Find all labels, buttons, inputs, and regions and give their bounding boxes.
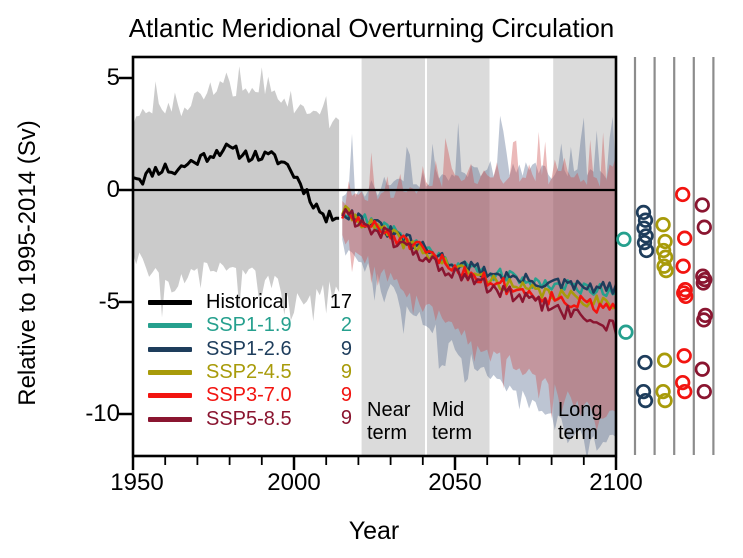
model-dot-ssp1-2-6 bbox=[635, 204, 652, 221]
legend-row-historical: Historical 17 bbox=[148, 291, 352, 314]
model-dot-ssp3-7-0 bbox=[676, 348, 692, 364]
model-dot-ssp5-8-5 bbox=[694, 361, 710, 377]
legend-count: 9 bbox=[340, 407, 352, 430]
model-dot-ssp1-1-9 bbox=[618, 324, 634, 340]
legend-label: SSP1-2.6 bbox=[206, 337, 292, 360]
legend-swatch-ssp2-45 bbox=[148, 370, 192, 376]
y-tick-label-m10: -10 bbox=[85, 400, 120, 427]
legend-label: Historical bbox=[206, 291, 289, 314]
model-dot-ssp1-2-6 bbox=[636, 220, 652, 236]
legend-row-ssp2-45: SSP2-4.5 9 bbox=[148, 361, 352, 384]
model-dot-ssp2-4-5 bbox=[658, 262, 674, 279]
legend-label: SSP2-4.5 bbox=[206, 361, 292, 384]
y-axis-label: Relative to 1995-2014 (Sv) bbox=[14, 120, 41, 406]
line-ssp5-8-5 bbox=[341, 207, 616, 335]
period-band-near bbox=[361, 57, 425, 456]
legend: Historical 17 SSP1-1.9 2 SSP1-2.6 9 SSP2… bbox=[148, 291, 352, 431]
x-tick-label-2050: 2050 bbox=[428, 469, 482, 496]
period-bands bbox=[361, 57, 616, 456]
long-term-band-label: Long term bbox=[558, 399, 603, 444]
model-dot-ssp3-7-0 bbox=[677, 230, 693, 246]
legend-count: 2 bbox=[340, 314, 352, 337]
legend-row-ssp1-19: SSP1-1.9 2 bbox=[148, 314, 352, 337]
model-dot-ssp5-8-5 bbox=[696, 312, 712, 328]
model-dot-ssp2-4-5 bbox=[657, 392, 673, 409]
end-of-century-panel bbox=[616, 57, 715, 455]
model-dot-ssp1-2-6 bbox=[636, 234, 653, 251]
model-dot-ssp5-8-5 bbox=[695, 275, 711, 291]
y-tick-label-m5: -5 bbox=[98, 288, 120, 315]
model-dot-ssp2-4-5 bbox=[655, 242, 672, 259]
legend-count: 9 bbox=[340, 360, 352, 383]
band-ssp1-2-6-range bbox=[342, 115, 616, 456]
legend-swatch-ssp1-26 bbox=[148, 346, 192, 352]
model-dot-ssp3-7-0 bbox=[675, 186, 691, 203]
legend-swatch-ssp3-70 bbox=[148, 393, 192, 399]
model-dot-ssp5-8-5 bbox=[694, 197, 710, 213]
model-dot-ssp1-2-6 bbox=[637, 354, 653, 371]
model-dot-ssp1-2-6 bbox=[637, 212, 654, 228]
series-lines bbox=[133, 142, 616, 335]
legend-row-ssp5-85: SSP5-8.5 9 bbox=[148, 407, 352, 430]
legend-swatch-historical bbox=[148, 300, 192, 306]
period-band-long bbox=[553, 57, 616, 456]
model-dot-ssp2-4-5 bbox=[657, 233, 673, 250]
model-dot-ssp1-2-6 bbox=[638, 242, 655, 259]
x-tick-label-2000: 2000 bbox=[267, 469, 321, 496]
chart-title: Atlantic Meridional Overturning Circulat… bbox=[128, 13, 615, 43]
band-historical-range bbox=[133, 66, 340, 322]
y-tick-label-5: 5 bbox=[106, 64, 120, 91]
axis-ticks bbox=[119, 76, 618, 470]
legend-row-ssp3-70: SSP3-7.0 9 bbox=[148, 384, 352, 407]
x-axis-label: Year bbox=[348, 517, 400, 545]
model-dot-ssp1-2-6 bbox=[638, 228, 654, 244]
near-term-band-label: Near term bbox=[367, 399, 411, 444]
line-historical bbox=[133, 142, 340, 224]
model-dot-ssp5-8-5 bbox=[696, 383, 712, 400]
y-tick-label-0: 0 bbox=[106, 176, 120, 203]
legend-count: 17 bbox=[329, 291, 352, 313]
legend-swatch-ssp1-19 bbox=[148, 323, 192, 329]
model-dot-ssp3-7-0 bbox=[678, 288, 694, 305]
model-dot-ssp3-7-0 bbox=[677, 383, 693, 400]
model-dot-ssp2-4-5 bbox=[655, 383, 671, 400]
model-dot-ssp5-8-5 bbox=[696, 219, 712, 235]
model-dot-ssp2-4-5 bbox=[656, 352, 673, 368]
model-dot-ssp1-1-9 bbox=[616, 231, 632, 247]
model-dot-ssp3-7-0 bbox=[675, 258, 691, 274]
legend-row-ssp1-26: SSP1-2.6 9 bbox=[148, 338, 352, 361]
legend-label: SSP3-7.0 bbox=[206, 384, 292, 407]
plot-frame bbox=[131, 55, 618, 458]
x-tick-label-1950: 1950 bbox=[110, 469, 164, 496]
legend-swatch-ssp5-85 bbox=[148, 416, 192, 422]
line-ssp3-7-0 bbox=[341, 208, 616, 314]
model-dot-ssp1-2-6 bbox=[635, 383, 652, 400]
model-dot-ssp3-7-0 bbox=[675, 374, 691, 391]
legend-label: SSP5-8.5 bbox=[206, 407, 292, 430]
legend-label: SSP1-1.9 bbox=[206, 314, 292, 337]
model-dot-ssp1-2-6 bbox=[637, 392, 654, 409]
legend-count: 9 bbox=[340, 337, 352, 360]
x-tick-label-2100: 2100 bbox=[589, 469, 643, 496]
mid-term-band-label: Mid term bbox=[432, 399, 472, 444]
legend-count: 9 bbox=[340, 384, 352, 407]
model-dot-ssp2-4-5 bbox=[655, 217, 671, 233]
